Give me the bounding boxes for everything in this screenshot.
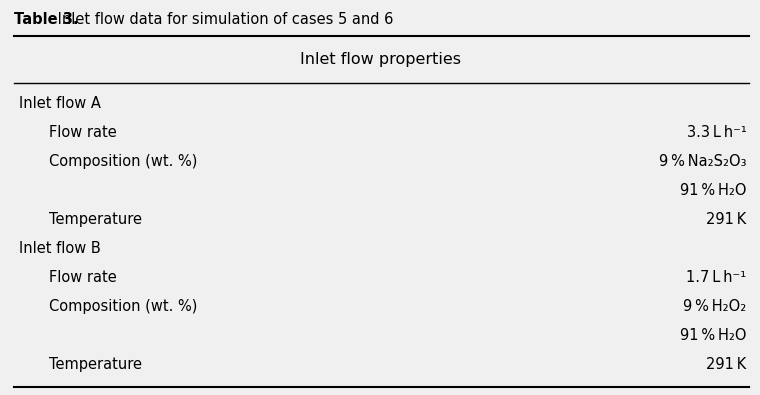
Text: 291 K: 291 K [706,357,746,372]
Text: Inlet flow properties: Inlet flow properties [299,52,461,67]
Text: 291 K: 291 K [706,212,746,227]
Text: Inlet flow B: Inlet flow B [19,241,101,256]
Text: 91 % H₂O: 91 % H₂O [679,183,746,198]
Text: Temperature: Temperature [49,212,142,227]
Text: 9 % Na₂S₂O₃: 9 % Na₂S₂O₃ [659,154,746,169]
Text: Composition (wt. %): Composition (wt. %) [49,154,198,169]
Text: Flow rate: Flow rate [49,125,117,140]
Text: Flow rate: Flow rate [49,270,117,285]
Text: Composition (wt. %): Composition (wt. %) [49,299,198,314]
Text: 91 % H₂O: 91 % H₂O [679,328,746,343]
Text: Inlet flow A: Inlet flow A [19,96,101,111]
Text: Table 3.: Table 3. [14,12,78,27]
Text: Inlet flow data for simulation of cases 5 and 6: Inlet flow data for simulation of cases … [53,12,394,27]
Text: 3.3 L h⁻¹: 3.3 L h⁻¹ [686,125,746,140]
Text: Temperature: Temperature [49,357,142,372]
Text: 9 % H₂O₂: 9 % H₂O₂ [683,299,746,314]
Text: 1.7 L h⁻¹: 1.7 L h⁻¹ [686,270,746,285]
